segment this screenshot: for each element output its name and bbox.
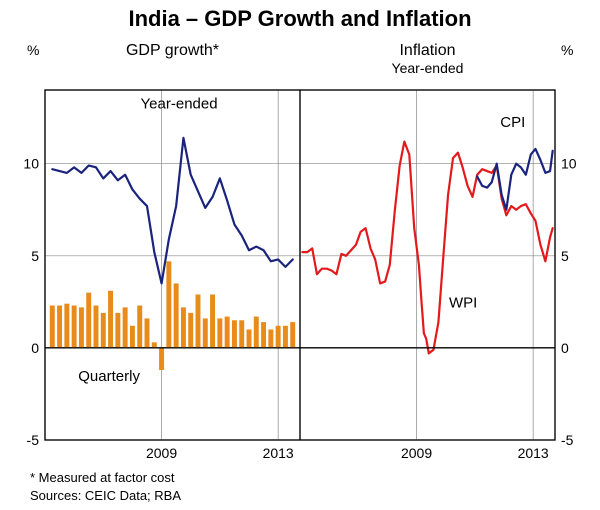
bar bbox=[57, 306, 62, 348]
y-tick-right: 0 bbox=[561, 340, 569, 356]
bar bbox=[166, 261, 171, 348]
bar bbox=[232, 320, 237, 348]
x-tick-label: 2013 bbox=[263, 445, 294, 461]
bar bbox=[130, 326, 135, 348]
y-tick-left: -5 bbox=[27, 432, 40, 448]
bar bbox=[64, 304, 69, 348]
bar bbox=[145, 318, 150, 347]
chart-svg: India – GDP Growth and Inflation -5 -5 0 0 5 5… bbox=[0, 0, 600, 510]
series-label: Year-ended bbox=[141, 95, 218, 112]
bar bbox=[290, 322, 295, 348]
y-unit-left: % bbox=[27, 42, 39, 58]
bar bbox=[276, 326, 281, 348]
chart-title: India – GDP Growth and Inflation bbox=[128, 6, 471, 31]
footnote-note: * Measured at factor cost bbox=[30, 470, 175, 485]
bar bbox=[217, 318, 222, 347]
bar bbox=[188, 313, 193, 348]
y-tick-left: 0 bbox=[31, 340, 39, 356]
y-unit-right: % bbox=[561, 42, 573, 58]
bar bbox=[254, 317, 259, 348]
bar bbox=[50, 306, 55, 348]
x-tick-label: 2009 bbox=[401, 445, 432, 461]
bar bbox=[210, 294, 215, 347]
bar bbox=[181, 307, 186, 348]
bar bbox=[247, 329, 252, 347]
y-tick-right: -5 bbox=[561, 432, 574, 448]
bar bbox=[261, 322, 266, 348]
bar bbox=[203, 318, 208, 347]
x-tick-label: 2009 bbox=[146, 445, 177, 461]
bar bbox=[101, 313, 106, 348]
line-series bbox=[52, 138, 292, 284]
line-series bbox=[302, 142, 552, 354]
series-label: WPI bbox=[449, 294, 477, 311]
bar bbox=[137, 306, 142, 348]
y-tick-right: 10 bbox=[561, 156, 577, 172]
series-label: CPI bbox=[500, 114, 525, 131]
bar bbox=[72, 306, 77, 348]
right-panel-subtitle: Year-ended bbox=[392, 60, 464, 76]
y-tick-left: 10 bbox=[23, 156, 39, 172]
bar bbox=[86, 293, 91, 348]
bar bbox=[108, 291, 113, 348]
bar bbox=[159, 348, 164, 370]
y-tick-left: 5 bbox=[31, 248, 39, 264]
bar bbox=[239, 320, 244, 348]
bar bbox=[196, 294, 201, 347]
x-tick-label: 2013 bbox=[518, 445, 549, 461]
bar bbox=[225, 317, 230, 348]
y-tick-right: 5 bbox=[561, 248, 569, 264]
bar bbox=[123, 307, 128, 348]
left-panel-title: GDP growth* bbox=[126, 42, 219, 59]
right-panel-title: Inflation bbox=[399, 42, 455, 59]
bar bbox=[268, 329, 273, 347]
bar bbox=[94, 306, 99, 348]
bar bbox=[283, 326, 288, 348]
bar bbox=[174, 283, 179, 347]
bar bbox=[152, 342, 157, 348]
bar bbox=[115, 313, 120, 348]
footnote-sources: Sources: CEIC Data; RBA bbox=[30, 488, 181, 503]
line-series bbox=[477, 149, 552, 210]
chart-container: India – GDP Growth and Inflation -5 -5 0 0 5 5… bbox=[0, 0, 600, 510]
series-label: Quarterly bbox=[78, 368, 140, 385]
bar bbox=[79, 307, 84, 348]
